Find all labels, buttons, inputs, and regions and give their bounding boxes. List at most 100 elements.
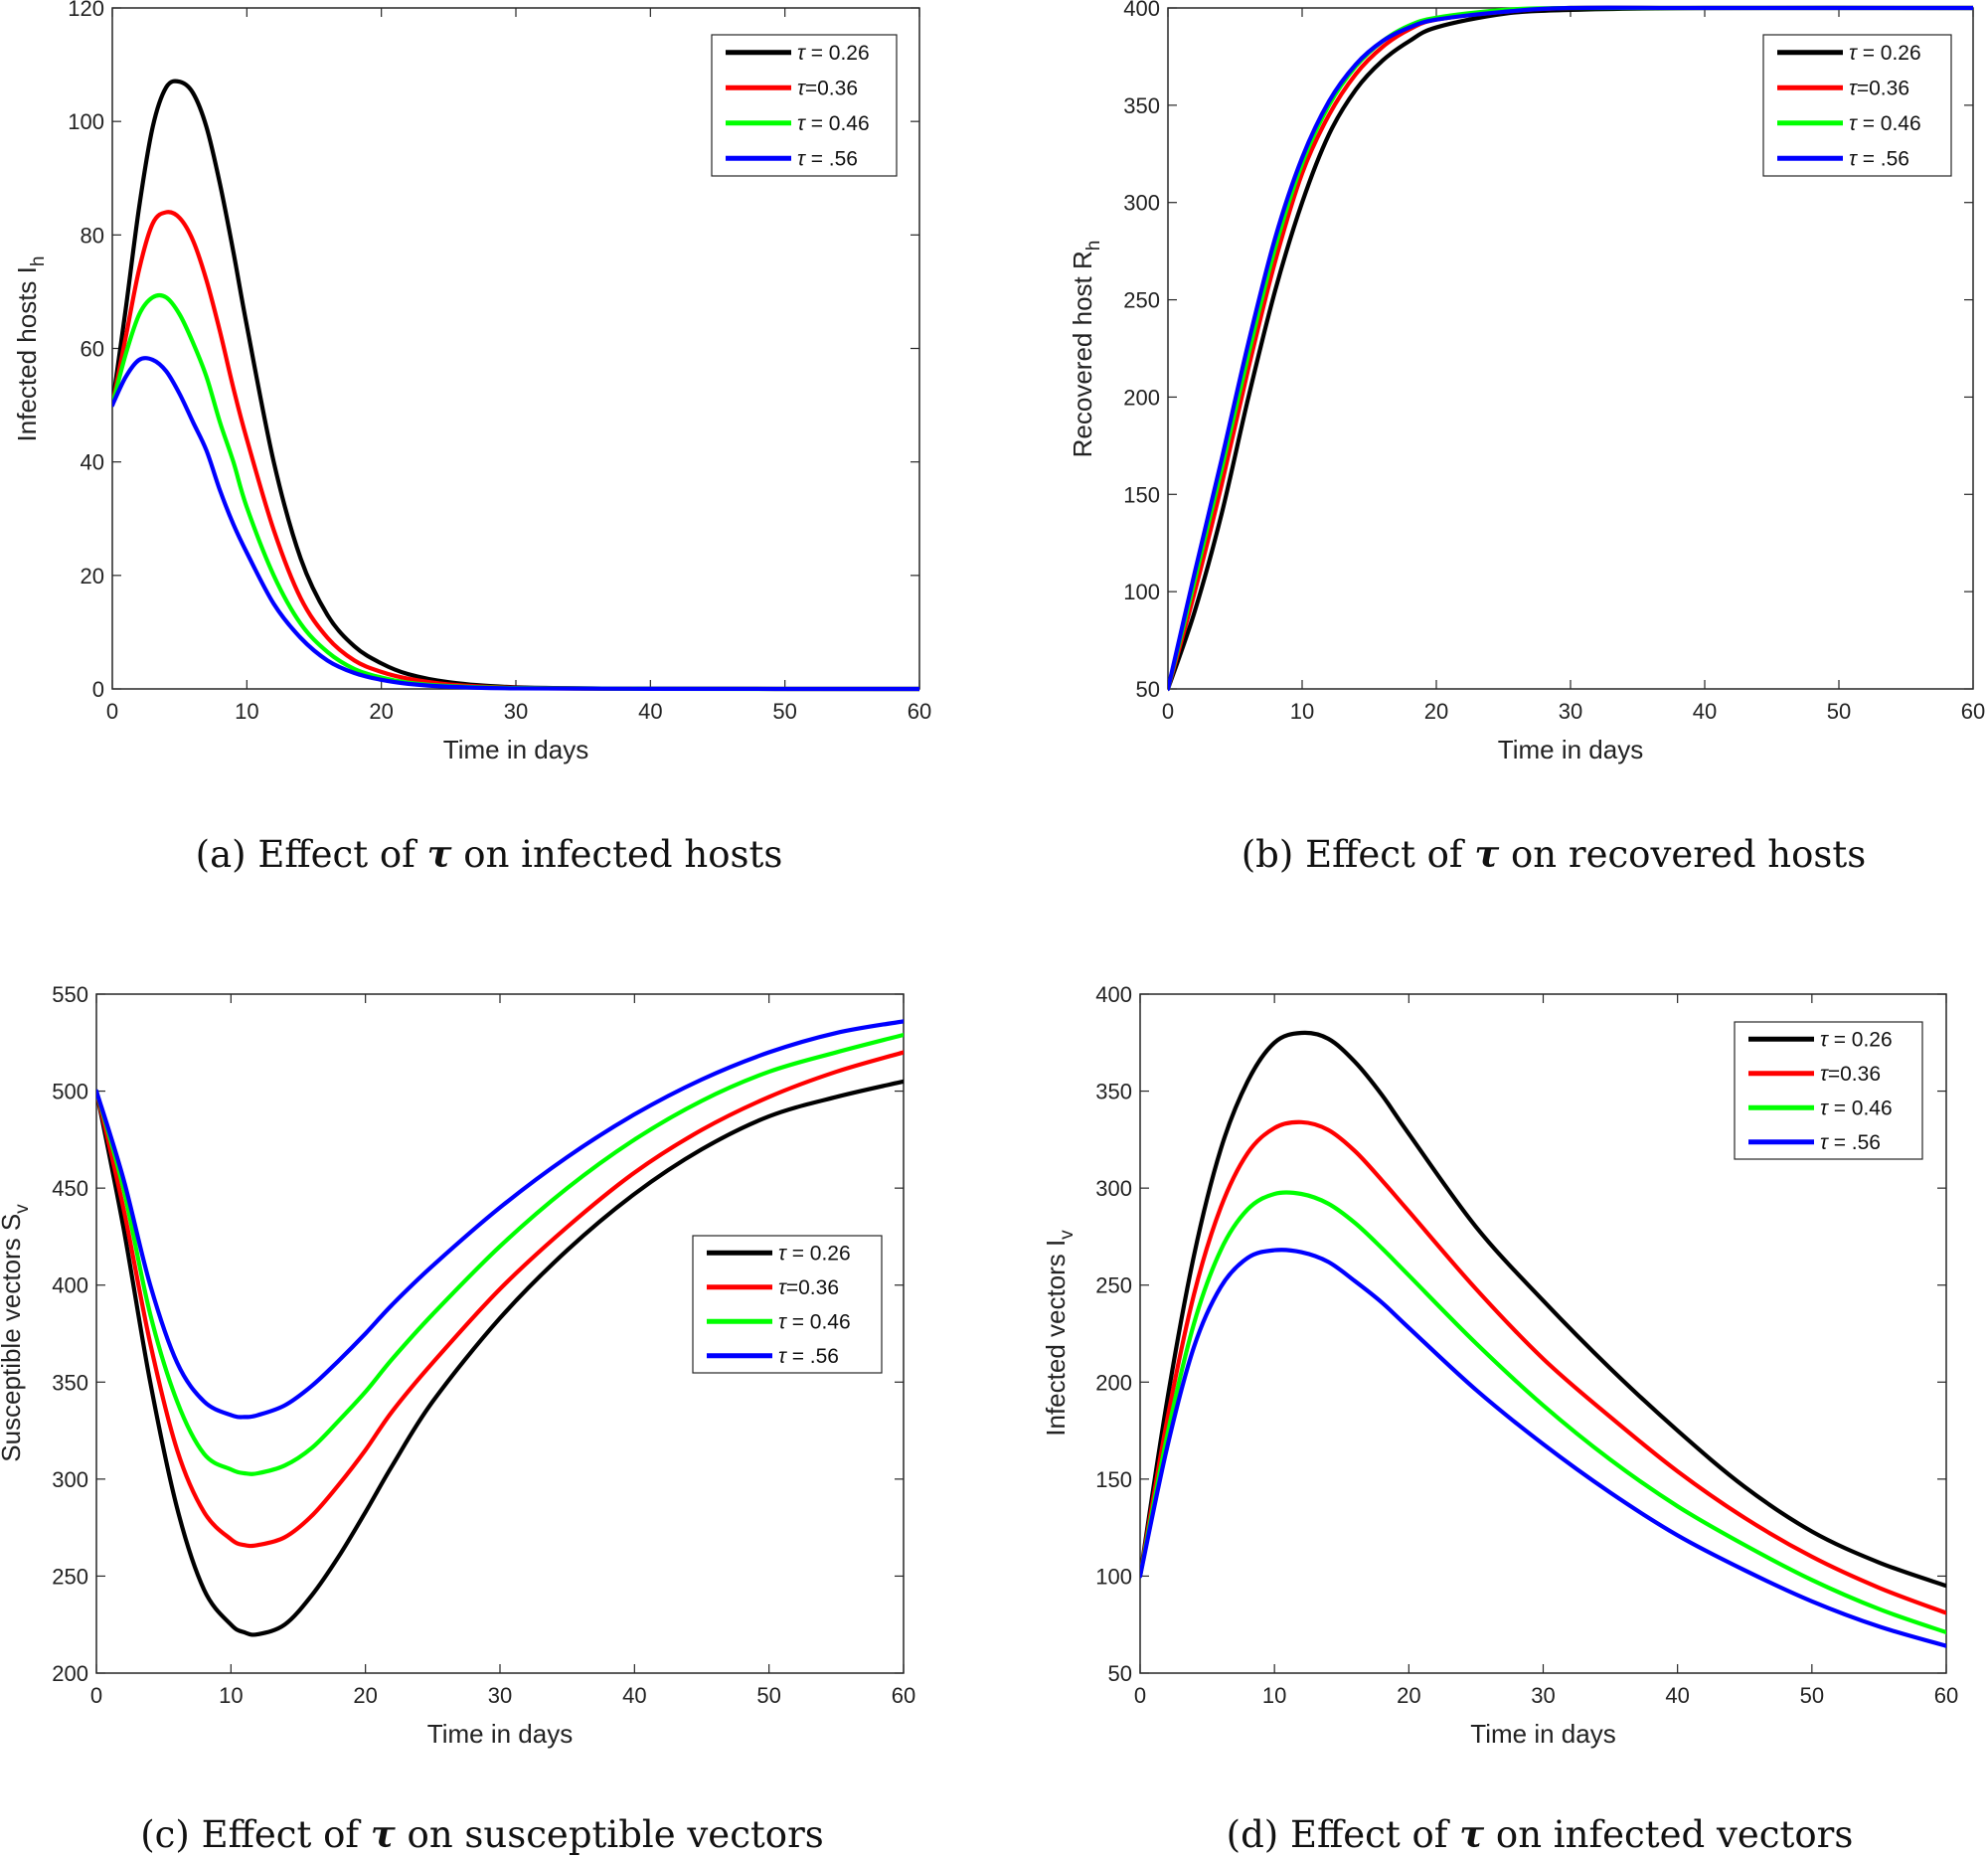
legend: τ = 0.26 τ=0.36 τ = 0.46 τ = .56 — [711, 34, 898, 177]
series-group — [112, 79, 919, 692]
x-tick-label: 10 — [235, 699, 258, 724]
legend-label-4: τ = .56 — [1820, 1131, 1881, 1154]
x-tick-label: 40 — [622, 1683, 646, 1708]
series-group — [1140, 1030, 1946, 1648]
legend-label-2: τ=0.36 — [1820, 1063, 1881, 1086]
x-tick-label: 20 — [1424, 699, 1448, 724]
x-tick-label: 0 — [1162, 699, 1174, 724]
y-tick-label: 250 — [1123, 288, 1160, 313]
caption: (a) Effect of τ on infected hosts — [196, 832, 783, 876]
y-tick-label: 150 — [1123, 482, 1160, 507]
x-tick-label: 50 — [1800, 1683, 1824, 1708]
legend-box — [711, 34, 898, 177]
y-tick-label: 150 — [1095, 1467, 1132, 1492]
legend-label-3: τ = 0.46 — [778, 1310, 851, 1333]
x-tick-label: 20 — [1397, 1683, 1420, 1708]
series-line-4 — [112, 356, 919, 692]
series-group — [1168, 5, 1973, 692]
x-tick-label: 40 — [638, 699, 662, 724]
x-axis-label: Time in days — [443, 735, 588, 764]
legend-box — [692, 1235, 883, 1374]
x-tick-label: 50 — [772, 699, 796, 724]
y-tick-label: 0 — [92, 677, 104, 702]
y-tick-label: 250 — [52, 1564, 88, 1589]
y-tick-label: 250 — [1095, 1273, 1132, 1298]
x-tick-label: 20 — [353, 1683, 377, 1708]
y-axis-label: Infected vectors Iv — [1041, 1230, 1077, 1436]
y-tick-label: 50 — [1136, 677, 1160, 702]
series-line-1 — [96, 1079, 904, 1637]
y-tick-label: 400 — [1123, 0, 1160, 21]
legend-box — [1762, 34, 1952, 177]
x-tick-label: 0 — [90, 1683, 102, 1708]
x-axis-label: Time in days — [427, 1719, 573, 1749]
x-tick-label: 30 — [1531, 1683, 1555, 1708]
y-tick-label: 400 — [1095, 982, 1132, 1007]
x-tick-label: 30 — [1559, 699, 1582, 724]
caption: (b) Effect of τ on recovered hosts — [1242, 832, 1867, 876]
y-tick-label: 100 — [1123, 580, 1160, 604]
y-axis-label: Infected hosts Ih — [12, 256, 49, 442]
legend: τ = 0.26 τ=0.36 τ = 0.46 τ = .56 — [1762, 34, 1952, 177]
legend-label-4: τ = .56 — [797, 147, 858, 170]
y-tick-label: 100 — [1095, 1564, 1132, 1589]
series-line-1 — [1140, 1030, 1946, 1589]
x-tick-label: 60 — [908, 699, 931, 724]
series-line-4 — [1140, 1248, 1946, 1648]
legend-label-4: τ = .56 — [1849, 147, 1909, 170]
legend-label-3: τ = 0.46 — [1849, 112, 1921, 135]
y-tick-label: 350 — [52, 1370, 88, 1395]
x-tick-label: 10 — [1290, 699, 1314, 724]
y-tick-label: 100 — [68, 109, 104, 134]
series-line-3 — [1140, 1190, 1946, 1635]
chart-panel-b: 0 10 20 30 40 50 60 50 100 150 200 250 300 350 400 Time… — [1068, 0, 1985, 876]
x-tick-label: 40 — [1665, 1683, 1689, 1708]
legend-label-2: τ=0.36 — [797, 77, 858, 99]
x-tick-label: 10 — [219, 1683, 243, 1708]
y-tick-label: 120 — [68, 0, 104, 21]
x-tick-label: 50 — [1827, 699, 1851, 724]
y-tick-label: 200 — [52, 1661, 88, 1686]
x-tick-label: 60 — [892, 1683, 915, 1708]
chart-panel-a: 0 10 20 30 40 50 60 0 20 40 60 80 100 120 Time in days… — [12, 0, 931, 876]
legend-label-1: τ = 0.26 — [1820, 1028, 1893, 1051]
legend-label-2: τ=0.36 — [1849, 77, 1909, 99]
y-tick-label: 450 — [52, 1176, 88, 1201]
y-tick-label: 20 — [81, 564, 104, 589]
y-axis-label: Susceptible vectors Sv — [0, 1204, 33, 1462]
y-tick-label: 300 — [1095, 1176, 1132, 1201]
y-tick-label: 500 — [52, 1080, 88, 1104]
y-axis-label: Recovered host Rh — [1068, 241, 1104, 458]
x-tick-label: 20 — [369, 699, 393, 724]
series-line-3 — [96, 1032, 904, 1476]
series-line-4 — [96, 1019, 904, 1420]
y-tick-label: 60 — [81, 337, 104, 362]
x-tick-label: 60 — [1961, 699, 1985, 724]
x-tick-label: 0 — [1134, 1683, 1146, 1708]
y-tick-label: 300 — [52, 1467, 88, 1492]
series-group — [96, 1019, 904, 1637]
legend-label-1: τ = 0.26 — [1849, 42, 1921, 65]
y-tick-label: 80 — [81, 223, 104, 248]
y-tick-label: 50 — [1108, 1661, 1132, 1686]
x-tick-label: 0 — [106, 699, 118, 724]
legend-label-1: τ = 0.26 — [778, 1242, 851, 1265]
y-tick-label: 550 — [52, 982, 88, 1007]
x-tick-label: 30 — [488, 1683, 512, 1708]
x-tick-label: 50 — [756, 1683, 780, 1708]
caption: (d) Effect of τ on infected vectors — [1227, 1812, 1854, 1856]
x-tick-label: 60 — [1934, 1683, 1958, 1708]
y-tick-label: 350 — [1095, 1080, 1132, 1104]
x-tick-label: 30 — [504, 699, 528, 724]
legend-label-2: τ=0.36 — [778, 1276, 839, 1299]
caption: (c) Effect of τ on susceptible vectors — [140, 1812, 824, 1856]
x-tick-label: 10 — [1262, 1683, 1286, 1708]
legend-label-1: τ = 0.26 — [797, 42, 870, 65]
legend-box — [1734, 1021, 1923, 1160]
legend: τ = 0.26 τ=0.36 τ = 0.46 τ = .56 — [692, 1235, 883, 1374]
chart-panel-d: 0 10 20 30 40 50 60 50 100 150 200 250 300 350 400 Time… — [1041, 982, 1958, 1856]
legend-label-3: τ = 0.46 — [1820, 1097, 1893, 1119]
y-tick-label: 200 — [1123, 385, 1160, 410]
series-line-4 — [1168, 5, 1973, 692]
